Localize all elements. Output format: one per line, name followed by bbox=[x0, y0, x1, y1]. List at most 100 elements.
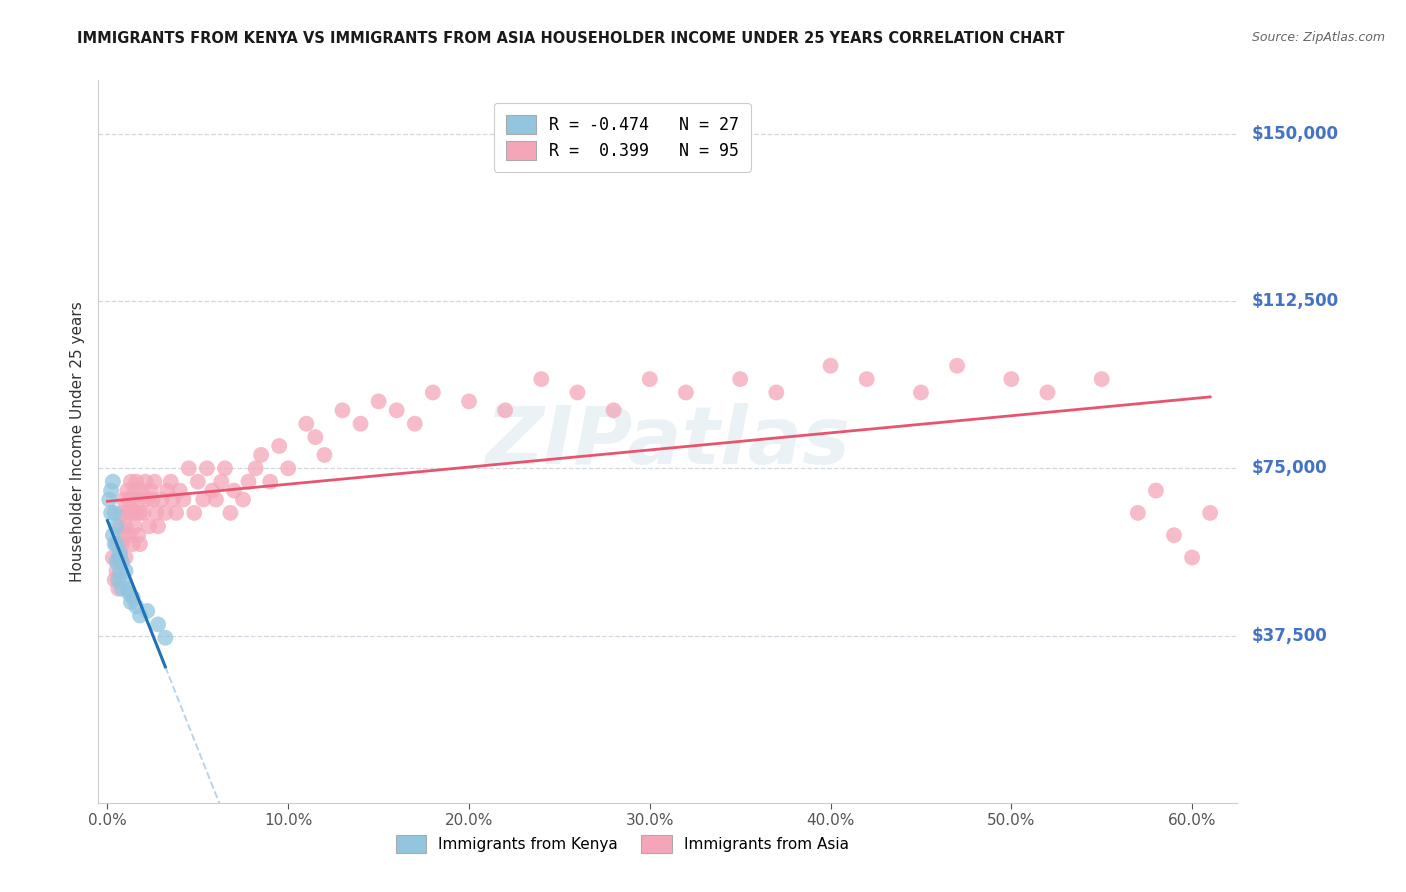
Point bbox=[136, 492, 159, 507]
Point bbox=[108, 546, 131, 560]
Point bbox=[121, 591, 143, 605]
Point bbox=[1163, 528, 1185, 542]
Point bbox=[728, 372, 751, 386]
Point bbox=[349, 417, 371, 431]
Text: $150,000: $150,000 bbox=[1251, 125, 1339, 143]
Point bbox=[127, 492, 149, 507]
Point bbox=[129, 608, 152, 623]
Point bbox=[172, 492, 194, 507]
Point bbox=[136, 604, 159, 618]
Point bbox=[404, 417, 426, 431]
Point bbox=[150, 492, 173, 507]
Point bbox=[602, 403, 624, 417]
Point bbox=[101, 528, 124, 542]
Text: $75,000: $75,000 bbox=[1251, 459, 1327, 477]
Point bbox=[105, 537, 128, 551]
Point bbox=[117, 582, 139, 596]
Point bbox=[458, 394, 481, 409]
Point bbox=[304, 430, 326, 444]
Point bbox=[114, 564, 136, 578]
Point bbox=[314, 448, 336, 462]
Point bbox=[112, 528, 135, 542]
Point bbox=[143, 475, 166, 489]
Text: Source: ZipAtlas.com: Source: ZipAtlas.com bbox=[1251, 31, 1385, 45]
Point bbox=[193, 492, 215, 507]
Point bbox=[120, 595, 142, 609]
Point bbox=[118, 492, 141, 507]
Point bbox=[98, 492, 121, 507]
Point bbox=[107, 537, 129, 551]
Point bbox=[165, 506, 187, 520]
Point bbox=[222, 483, 245, 498]
Point bbox=[187, 475, 209, 489]
Point bbox=[111, 537, 134, 551]
Point bbox=[112, 492, 135, 507]
Point bbox=[159, 475, 181, 489]
Point bbox=[250, 448, 273, 462]
Point bbox=[129, 537, 152, 551]
Point bbox=[155, 506, 177, 520]
Point bbox=[155, 631, 177, 645]
Point bbox=[367, 394, 389, 409]
Text: ZIPatlas: ZIPatlas bbox=[485, 402, 851, 481]
Point bbox=[117, 506, 139, 520]
Point bbox=[765, 385, 787, 400]
Point bbox=[120, 506, 142, 520]
Point bbox=[385, 403, 408, 417]
Point bbox=[910, 385, 932, 400]
Point bbox=[124, 483, 146, 498]
Text: $112,500: $112,500 bbox=[1251, 292, 1339, 310]
Point bbox=[105, 555, 128, 569]
Point bbox=[114, 550, 136, 565]
Point bbox=[124, 519, 146, 533]
Point bbox=[132, 506, 155, 520]
Point bbox=[146, 617, 169, 632]
Point bbox=[209, 475, 232, 489]
Point bbox=[156, 483, 179, 498]
Point bbox=[269, 439, 291, 453]
Point bbox=[530, 372, 553, 386]
Point bbox=[162, 492, 184, 507]
Point bbox=[108, 519, 131, 533]
Point bbox=[118, 586, 141, 600]
Point bbox=[125, 475, 148, 489]
Point bbox=[105, 564, 128, 578]
Point bbox=[1144, 483, 1167, 498]
Point bbox=[183, 506, 205, 520]
Point bbox=[1091, 372, 1114, 386]
Point bbox=[855, 372, 877, 386]
Point bbox=[259, 475, 281, 489]
Point bbox=[100, 483, 122, 498]
Point bbox=[1000, 372, 1022, 386]
Point bbox=[112, 573, 135, 587]
Point bbox=[111, 555, 134, 569]
Point bbox=[111, 506, 134, 520]
Point bbox=[1199, 506, 1222, 520]
Point bbox=[1126, 506, 1149, 520]
Point bbox=[108, 564, 131, 578]
Point bbox=[494, 403, 516, 417]
Point bbox=[131, 483, 153, 498]
Point bbox=[129, 506, 152, 520]
Point bbox=[1181, 550, 1204, 565]
Point bbox=[567, 385, 589, 400]
Point bbox=[101, 475, 124, 489]
Point bbox=[277, 461, 299, 475]
Point bbox=[295, 417, 318, 431]
Point bbox=[1036, 385, 1059, 400]
Point bbox=[134, 475, 156, 489]
Point bbox=[142, 492, 165, 507]
Point bbox=[675, 385, 697, 400]
Point bbox=[127, 528, 149, 542]
Point bbox=[195, 461, 218, 475]
Point bbox=[177, 461, 200, 475]
Point bbox=[101, 550, 124, 565]
Point bbox=[138, 519, 160, 533]
Text: IMMIGRANTS FROM KENYA VS IMMIGRANTS FROM ASIA HOUSEHOLDER INCOME UNDER 25 YEARS : IMMIGRANTS FROM KENYA VS IMMIGRANTS FROM… bbox=[77, 31, 1064, 46]
Point bbox=[108, 550, 131, 565]
Point bbox=[118, 528, 141, 542]
Point bbox=[104, 537, 127, 551]
Point bbox=[107, 573, 129, 587]
Text: $37,500: $37,500 bbox=[1251, 626, 1327, 645]
Point bbox=[121, 492, 143, 507]
